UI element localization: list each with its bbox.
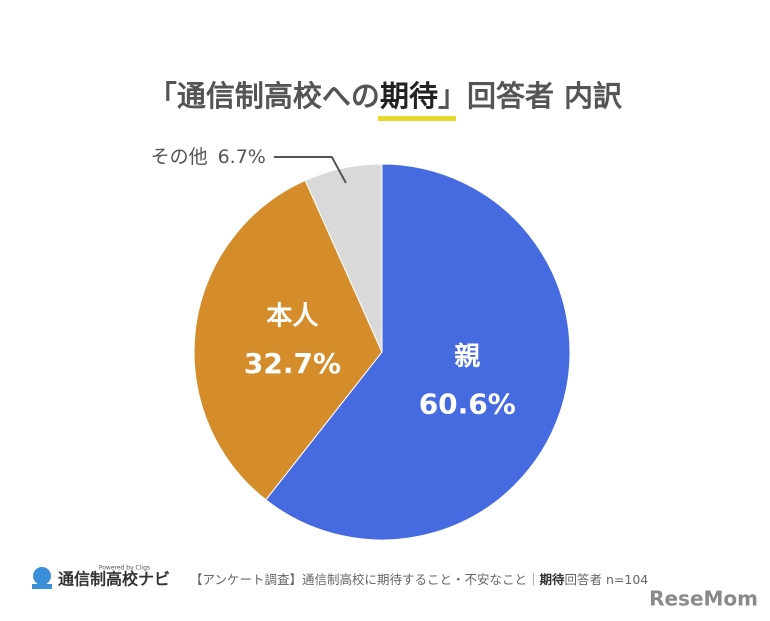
title-highlight-underline (378, 116, 456, 121)
pie-slice (304, 163, 383, 353)
slice-category-label: その他 (151, 146, 208, 168)
slice-category-label: 親 (454, 342, 480, 372)
logo-icon-base (32, 584, 52, 589)
powered-by: Powered by Cligs (99, 565, 150, 572)
logo-text: 通信制高校ナビ (58, 570, 170, 589)
logo-icon (33, 567, 51, 585)
pie-slice (193, 179, 383, 501)
leader-line (273, 156, 347, 184)
slice-outside-label: その他 6.7% (151, 146, 266, 168)
title-emphasis: 期待 (380, 79, 438, 113)
footer-caption: 【アンケート調査】通信制高校に期待すること・不安なこと｜期待回答者 n=104 (190, 572, 648, 587)
caption-part: 回答者 n=104 (565, 572, 649, 587)
slice-category-label: 本人 (266, 301, 318, 331)
pie-slice (265, 163, 571, 541)
caption-emphasis: 期待 (540, 572, 566, 587)
title-part: 「通信制高校への (148, 79, 380, 113)
chart-title: 「通信制高校への期待」回答者 内訳 (148, 79, 623, 113)
slice-value-label: 6.7% (218, 146, 266, 168)
slice-value-label: 60.6% (419, 387, 516, 420)
footer-logo: Powered by Cligs 通信制高校ナビ (32, 565, 170, 589)
slice-value-label: 32.7% (244, 347, 341, 380)
caption-part: 【アンケート調査】通信制高校に期待すること・不安なこと｜ (190, 572, 540, 587)
watermark: ReseMom (649, 587, 758, 611)
title-part: 」回答者 内訳 (438, 79, 623, 113)
pie: 親 60.6% 本人 32.7% その他 6.7% (151, 146, 571, 541)
